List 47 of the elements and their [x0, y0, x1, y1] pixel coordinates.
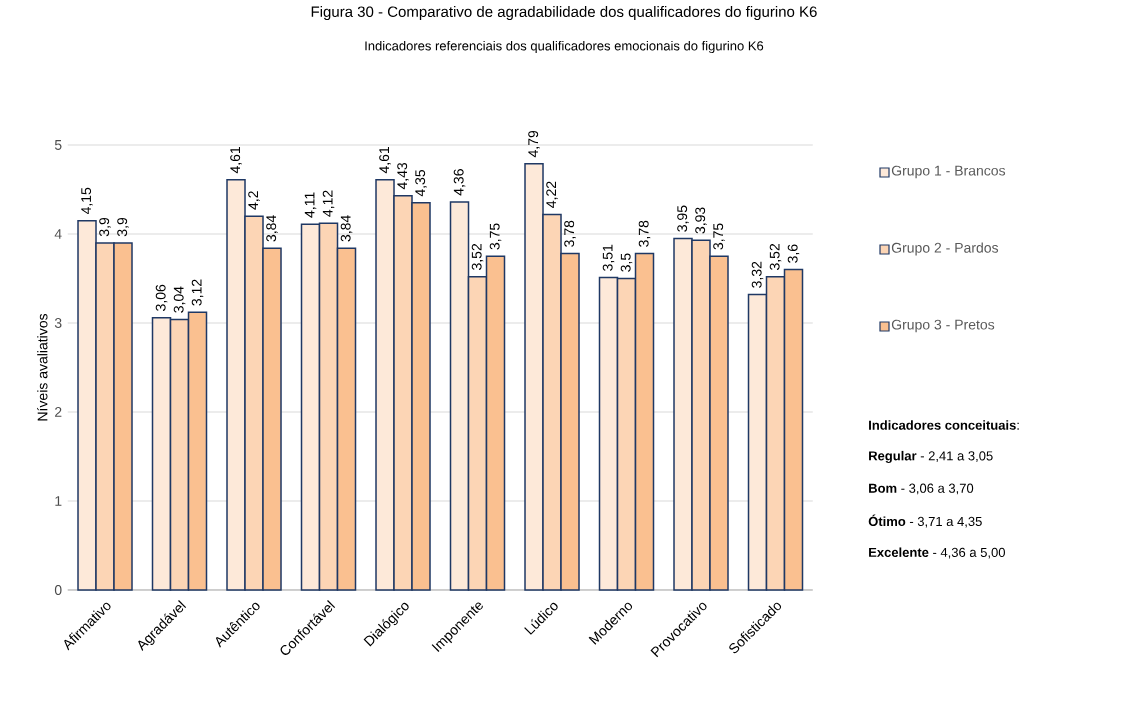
y-tick-label: 4 — [54, 229, 62, 239]
chart-title: Figura 30 - Comparativo de agradabilidade dos qualificadores do figurino K6 — [311, 5, 817, 20]
data-label: 4,2 — [248, 191, 260, 210]
chart-subtitle: Indicadores referenciais dos qualificadores emocionais do figurino K6 — [365, 40, 764, 54]
data-label: 4,15 — [81, 187, 93, 215]
y-tick-label: 3 — [54, 318, 62, 328]
data-label: 3,9 — [117, 217, 129, 237]
data-label: 4,61 — [230, 146, 242, 174]
data-label: 3,32 — [751, 261, 764, 288]
data-label: 3,51 — [602, 244, 615, 271]
legend-label: Grupo 3 - Pretos — [891, 319, 995, 333]
data-label: 3,6 — [787, 244, 800, 263]
legend-label: Grupo 2 - Pardos — [891, 242, 999, 256]
data-label: 4,35 — [415, 169, 427, 197]
data-label: 3,12 — [191, 279, 204, 306]
data-label: 4,43 — [397, 162, 409, 190]
data-label: 3,52 — [769, 243, 782, 270]
text: Bom - 3,06 a 3,70 — [869, 483, 974, 495]
data-label: 3,04 — [173, 286, 186, 313]
text: Indicadores conceituais: — [869, 420, 1019, 430]
data-label: 3,78 — [638, 220, 651, 247]
data-label: 4,61 — [379, 146, 391, 174]
data-label: 3,75 — [713, 223, 725, 250]
y-tick-label: 1 — [55, 496, 62, 506]
data-label: 4,79 — [528, 130, 540, 158]
data-label: 4,22 — [546, 181, 558, 208]
data-label: 4,12 — [322, 190, 335, 217]
data-label: 3,95 — [677, 205, 689, 232]
text: Regular - 2,41 a 3,05 — [869, 450, 993, 464]
y-tick-label: 5 — [54, 140, 62, 150]
data-label: 3,52 — [471, 243, 484, 270]
text: Ótimo - 3,71 a 4,35 — [868, 514, 982, 528]
data-label: 3,84 — [266, 215, 278, 242]
y-tick-label: 0 — [54, 585, 62, 595]
data-label: 3,5 — [620, 253, 633, 272]
data-label: 3,06 — [155, 284, 168, 311]
data-label: 4,11 — [304, 192, 317, 218]
data-label: 4,36 — [453, 169, 466, 196]
data-label: 3,9 — [99, 217, 111, 237]
data-label: 3,84 — [340, 215, 353, 242]
legend-label: Grupo 1 - Brancos — [891, 165, 1006, 179]
y-tick-label: 2 — [55, 407, 62, 417]
y-axis-title: Níveis avaliativos — [37, 313, 48, 421]
data-label: 3,75 — [489, 223, 502, 250]
text: Excelente - 4,36 a 5,00 — [869, 547, 1005, 559]
data-label: 3,93 — [695, 207, 707, 234]
data-label: 3,78 — [564, 220, 576, 247]
